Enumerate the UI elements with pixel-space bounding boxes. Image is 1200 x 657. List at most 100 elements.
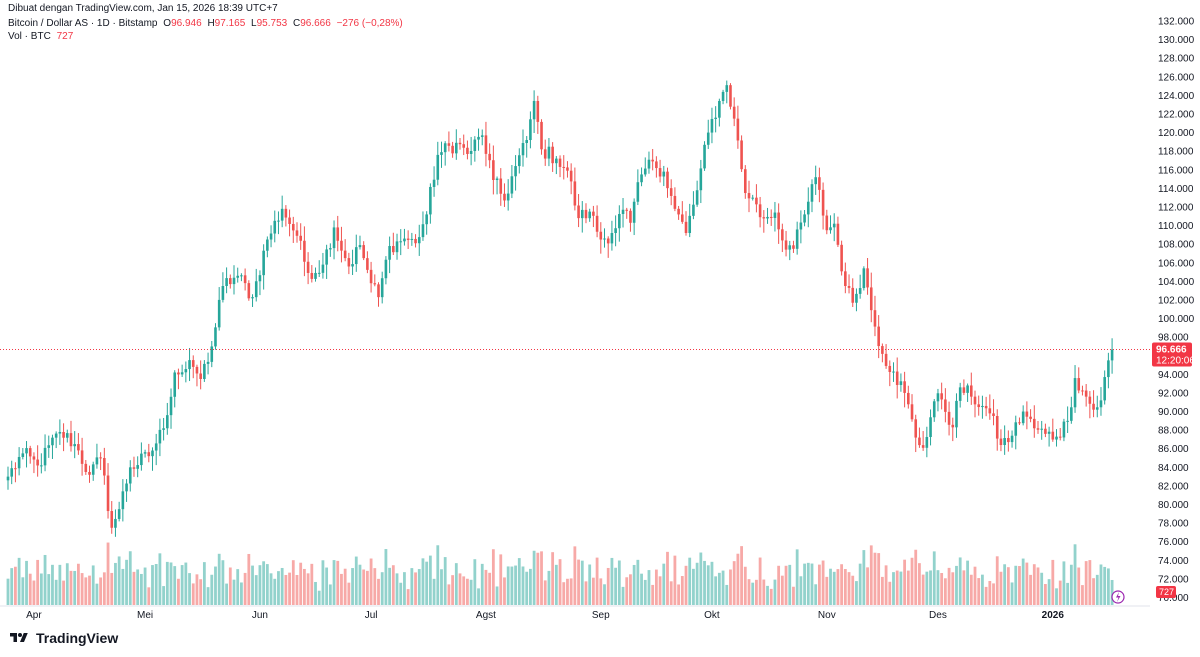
volume-bar (136, 569, 140, 605)
candle-body (317, 272, 321, 274)
candle-body (651, 159, 654, 162)
candle-body (340, 240, 343, 251)
candle-body (814, 177, 817, 185)
volume-bar (1010, 582, 1014, 605)
candle-body (466, 147, 469, 154)
volume-bar (288, 572, 291, 605)
candle-body (1095, 407, 1099, 410)
volume-bar (710, 561, 714, 605)
volume-bar (777, 565, 781, 605)
symbol-ohlc-legend[interactable]: Bitcoin / Dollar AS · 1D · Bitstamp O96.… (8, 18, 406, 29)
candle-body (718, 100, 721, 118)
candle-body (510, 176, 514, 194)
candle-body (299, 235, 302, 241)
candle-body (17, 456, 21, 469)
volume-bar (321, 560, 325, 605)
volume-legend[interactable]: Vol · BTC 727 (8, 31, 76, 42)
candle-body (606, 238, 610, 244)
candle-body (729, 85, 732, 107)
volume-bar (362, 569, 366, 605)
candle-body (862, 268, 866, 289)
candle-body (1040, 428, 1043, 430)
volume-bar (614, 567, 618, 605)
volume-bar (421, 558, 425, 605)
time-tick-label: Agst (476, 610, 496, 621)
volume-bar (947, 567, 951, 605)
volume-bar (473, 559, 477, 605)
candle-body (62, 431, 65, 438)
volume-bar (428, 555, 432, 605)
candle-body (907, 392, 910, 405)
price-tick-label: 88.000 (1158, 426, 1189, 437)
volume-bar (688, 557, 692, 605)
volume-bar (873, 552, 877, 605)
volume-bar (640, 573, 643, 605)
volume-value: 727 (56, 31, 74, 42)
candle-body (940, 393, 943, 400)
candle-body (580, 209, 584, 219)
volume-bar (295, 574, 299, 605)
candle-body (1007, 438, 1010, 443)
volume-bar (1018, 566, 1021, 605)
candle-body (32, 456, 36, 460)
volume-bar (966, 560, 969, 605)
candle-body (351, 264, 354, 267)
volume-bar (714, 576, 718, 605)
candle-body (236, 275, 240, 278)
candle-body (547, 146, 551, 159)
volume-bar (603, 584, 606, 605)
candle-body (477, 136, 480, 140)
volume-bar (99, 577, 103, 605)
volume-bar (128, 551, 132, 605)
volume-bar (62, 580, 65, 605)
volume-bar (206, 587, 210, 605)
volume-bar (1025, 562, 1029, 605)
volume-bar (1055, 588, 1058, 605)
volume-bar (369, 558, 373, 605)
price-tick-label: 98.000 (1158, 333, 1189, 344)
volume-bar (210, 574, 214, 605)
volume-bar (314, 581, 317, 605)
low-value: 95.753 (256, 18, 288, 29)
volume-bar (54, 579, 58, 605)
volume-bar (832, 571, 836, 605)
high-value: 97.165 (214, 18, 246, 29)
volume-bar (191, 583, 195, 605)
candle-body (288, 217, 291, 224)
candle-body (184, 369, 188, 373)
candle-body (1058, 436, 1062, 438)
candle-body (706, 132, 710, 145)
volume-bar (354, 556, 358, 605)
volume-bar (992, 583, 995, 605)
volume-bar (114, 562, 117, 605)
tradingview-logo[interactable]: TradingView (8, 630, 118, 646)
candle-body (944, 399, 947, 412)
volume-bar (829, 568, 832, 605)
candle-body (614, 228, 617, 234)
volume-bar (21, 577, 25, 605)
candle-body (569, 170, 573, 182)
candle-body (332, 227, 336, 249)
candle-body (158, 429, 162, 444)
time-tick-label: Sep (592, 610, 610, 621)
candlesticks (6, 80, 1114, 537)
candle-body (492, 160, 495, 181)
close-value: 96.666 (300, 18, 331, 29)
volume-bar (866, 567, 869, 605)
volume-bar (365, 570, 369, 605)
lightning-icon[interactable] (1111, 590, 1125, 604)
candle-body (566, 167, 569, 171)
candle-body (136, 465, 139, 469)
price-tick-label: 106.000 (1158, 258, 1195, 269)
candle-body (662, 171, 666, 177)
volume-bar (65, 563, 69, 605)
volume-bar (391, 565, 395, 605)
volume-bar (506, 566, 510, 605)
candle-body (295, 230, 299, 236)
candle-body (514, 166, 517, 177)
volume-bar (543, 580, 547, 605)
candle-body (225, 278, 228, 287)
volume-bar (1047, 579, 1051, 605)
volume-bar (969, 574, 973, 605)
